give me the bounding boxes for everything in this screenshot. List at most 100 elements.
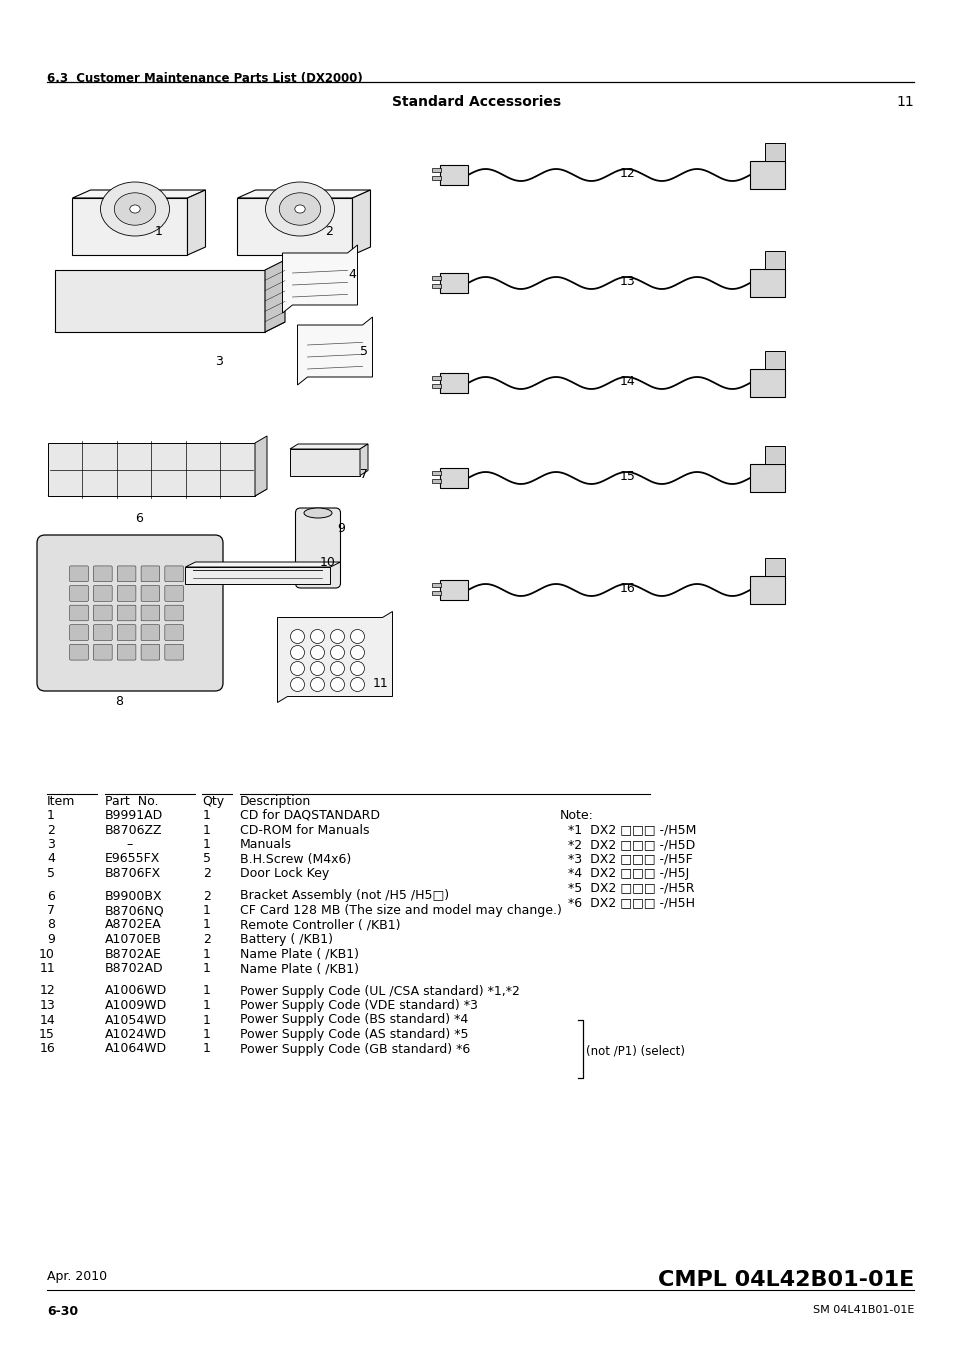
Text: SM 04L41B01-01E: SM 04L41B01-01E <box>812 1305 913 1315</box>
Bar <box>432 471 440 475</box>
Text: *6  DX2 □□□ -/H5H: *6 DX2 □□□ -/H5H <box>567 896 695 909</box>
Text: CF Card 128 MB (The size and model may change.): CF Card 128 MB (The size and model may c… <box>240 904 561 917</box>
Text: *1  DX2 □□□ -/H5M: *1 DX2 □□□ -/H5M <box>567 824 696 837</box>
Circle shape <box>310 645 324 660</box>
FancyBboxPatch shape <box>295 508 340 589</box>
FancyBboxPatch shape <box>93 605 112 621</box>
Text: Power Supply Code (UL /CSA standard) *1,*2: Power Supply Code (UL /CSA standard) *1,… <box>240 984 519 998</box>
Text: A1070EB: A1070EB <box>105 933 162 946</box>
Text: CD-ROM for Manuals: CD-ROM for Manuals <box>240 824 369 837</box>
Text: 15: 15 <box>619 470 636 483</box>
FancyBboxPatch shape <box>165 586 183 601</box>
Bar <box>432 383 440 387</box>
Bar <box>432 591 440 595</box>
Text: 2: 2 <box>325 225 333 238</box>
Polygon shape <box>185 567 330 585</box>
Text: 5: 5 <box>203 852 211 865</box>
Text: 1: 1 <box>203 824 211 837</box>
Text: *4  DX2 □□□ -/H5J: *4 DX2 □□□ -/H5J <box>567 867 688 880</box>
Polygon shape <box>188 190 205 255</box>
Text: 11: 11 <box>39 963 55 975</box>
Text: *2  DX2 □□□ -/H5D: *2 DX2 □□□ -/H5D <box>567 838 695 850</box>
Polygon shape <box>290 450 359 475</box>
Text: 16: 16 <box>619 582 635 595</box>
Text: 3: 3 <box>214 355 223 369</box>
Circle shape <box>310 629 324 644</box>
Text: 1: 1 <box>203 1027 211 1041</box>
Ellipse shape <box>279 193 320 225</box>
Text: B8706FX: B8706FX <box>105 867 161 880</box>
Polygon shape <box>254 436 267 495</box>
FancyBboxPatch shape <box>117 566 135 582</box>
Circle shape <box>350 662 364 675</box>
Polygon shape <box>72 190 205 198</box>
Text: 14: 14 <box>619 375 635 387</box>
Text: Apr. 2010: Apr. 2010 <box>47 1270 107 1282</box>
Bar <box>432 284 440 288</box>
Polygon shape <box>297 317 372 385</box>
FancyBboxPatch shape <box>93 625 112 640</box>
Text: Power Supply Code (AS standard) *5: Power Supply Code (AS standard) *5 <box>240 1027 468 1041</box>
Circle shape <box>330 629 344 644</box>
Text: 13: 13 <box>619 275 635 288</box>
Text: Battery ( /KB1): Battery ( /KB1) <box>240 933 333 946</box>
Polygon shape <box>290 444 368 450</box>
Text: B8702AD: B8702AD <box>105 963 164 975</box>
Polygon shape <box>185 562 340 567</box>
Ellipse shape <box>114 193 155 225</box>
Circle shape <box>310 662 324 675</box>
Text: Qty: Qty <box>202 795 224 809</box>
Text: 1: 1 <box>203 963 211 975</box>
Text: B8706ZZ: B8706ZZ <box>105 824 162 837</box>
Text: A8702EA: A8702EA <box>105 918 162 932</box>
Text: 4: 4 <box>47 852 55 865</box>
Text: 12: 12 <box>39 984 55 998</box>
FancyBboxPatch shape <box>93 566 112 582</box>
FancyBboxPatch shape <box>749 161 784 189</box>
Text: A1054WD: A1054WD <box>105 1014 167 1026</box>
FancyBboxPatch shape <box>141 566 159 582</box>
FancyBboxPatch shape <box>764 351 784 369</box>
Text: 12: 12 <box>619 167 635 180</box>
Text: Note:: Note: <box>559 809 594 822</box>
Text: 6-30: 6-30 <box>47 1305 78 1318</box>
Text: 13: 13 <box>39 999 55 1012</box>
Circle shape <box>291 678 304 691</box>
Text: B9991AD: B9991AD <box>105 809 163 822</box>
FancyBboxPatch shape <box>764 251 784 269</box>
FancyBboxPatch shape <box>70 566 89 582</box>
Text: Power Supply Code (GB standard) *6: Power Supply Code (GB standard) *6 <box>240 1042 470 1056</box>
Text: 1: 1 <box>203 1042 211 1056</box>
Text: Item: Item <box>47 795 75 809</box>
FancyBboxPatch shape <box>93 586 112 601</box>
Circle shape <box>350 645 364 660</box>
FancyBboxPatch shape <box>749 269 784 297</box>
FancyBboxPatch shape <box>749 576 784 603</box>
Text: Power Supply Code (BS standard) *4: Power Supply Code (BS standard) *4 <box>240 1014 468 1026</box>
Polygon shape <box>277 612 392 702</box>
Circle shape <box>330 645 344 660</box>
Text: 3: 3 <box>47 838 55 850</box>
FancyBboxPatch shape <box>439 165 468 185</box>
Text: B9900BX: B9900BX <box>105 890 162 903</box>
Text: 1: 1 <box>203 948 211 960</box>
Bar <box>432 167 440 171</box>
FancyBboxPatch shape <box>165 566 183 582</box>
FancyBboxPatch shape <box>117 605 135 621</box>
Polygon shape <box>265 261 285 332</box>
FancyBboxPatch shape <box>165 605 183 621</box>
Text: 10: 10 <box>319 556 335 568</box>
Text: 8: 8 <box>47 918 55 932</box>
Text: 1: 1 <box>203 1014 211 1026</box>
Bar <box>432 583 440 587</box>
FancyBboxPatch shape <box>165 644 183 660</box>
FancyBboxPatch shape <box>117 586 135 601</box>
FancyBboxPatch shape <box>117 625 135 640</box>
FancyBboxPatch shape <box>439 373 468 393</box>
FancyBboxPatch shape <box>141 586 159 601</box>
Text: 4: 4 <box>348 269 355 281</box>
Text: 9: 9 <box>336 522 345 535</box>
Polygon shape <box>237 190 370 198</box>
Circle shape <box>291 629 304 644</box>
FancyBboxPatch shape <box>749 464 784 491</box>
